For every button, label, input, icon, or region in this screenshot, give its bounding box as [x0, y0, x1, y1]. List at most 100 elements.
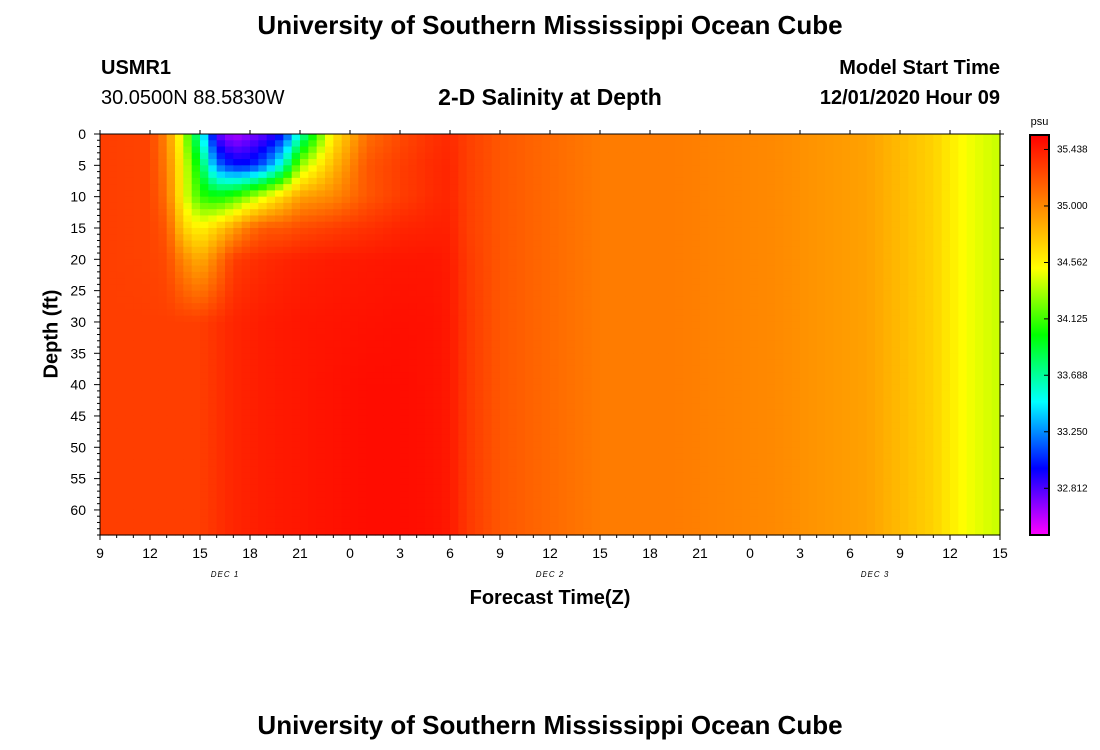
heatmap-cell — [375, 165, 384, 173]
heatmap-cell — [108, 409, 118, 417]
heatmap-cell — [975, 372, 984, 379]
heatmap-cell — [200, 409, 209, 417]
heatmap-cell — [308, 171, 318, 179]
heatmap-cell — [350, 309, 359, 317]
heatmap-cell — [158, 353, 168, 361]
heatmap-cell — [883, 390, 893, 398]
heatmap-cell — [716, 190, 726, 198]
heatmap-cell — [625, 265, 634, 273]
heatmap-cell — [650, 134, 659, 141]
heatmap-cell — [216, 253, 226, 260]
heatmap-cell — [725, 309, 734, 317]
heatmap-cell — [375, 196, 384, 204]
heatmap-cell — [258, 152, 268, 160]
heatmap-cell — [366, 234, 376, 242]
heatmap-cell — [425, 215, 434, 223]
heatmap-cell — [350, 334, 359, 342]
heatmap-cell — [591, 340, 601, 348]
heatmap-cell — [508, 209, 518, 217]
heatmap-cell — [825, 202, 834, 210]
heatmap-cell — [100, 340, 109, 348]
heatmap-cell — [841, 290, 851, 298]
heatmap-cell — [608, 271, 618, 279]
heatmap-cell — [858, 171, 868, 179]
heatmap-cell — [400, 159, 409, 166]
heatmap-cell — [750, 202, 759, 210]
heatmap-cell — [658, 290, 668, 298]
heatmap-cell — [675, 253, 684, 260]
heatmap-cell — [483, 253, 493, 260]
heatmap-cell — [216, 240, 226, 248]
heatmap-cell — [300, 246, 309, 254]
heatmap-cell — [591, 372, 601, 379]
heatmap-cell — [966, 253, 976, 260]
heatmap-cell — [600, 284, 609, 292]
heatmap-cell — [241, 246, 251, 254]
heatmap-cell — [158, 309, 168, 317]
heatmap-cell — [491, 340, 501, 348]
heatmap-cell — [625, 290, 634, 298]
heatmap-cell — [200, 265, 209, 273]
heatmap-cell — [558, 146, 568, 154]
heatmap-cell — [316, 152, 326, 160]
heatmap-cell — [350, 278, 359, 285]
heatmap-cell — [166, 265, 176, 273]
heatmap-cell — [233, 253, 243, 260]
heatmap-cell — [783, 372, 793, 379]
heatmap-cell — [525, 365, 534, 373]
heatmap-cell — [650, 340, 659, 348]
heatmap-cell — [941, 359, 951, 367]
heatmap-cell — [525, 359, 534, 367]
heatmap-cell — [741, 397, 751, 405]
heatmap-cell — [508, 296, 518, 304]
heatmap-cell — [166, 334, 176, 342]
heatmap-cell — [783, 315, 793, 323]
heatmap-cell — [483, 184, 493, 191]
heatmap-cell — [158, 303, 168, 311]
heatmap-cell — [166, 303, 176, 311]
heatmap-cell — [491, 165, 501, 173]
heatmap-cell — [550, 278, 559, 285]
heatmap-cell — [183, 215, 193, 223]
heatmap-cell — [941, 372, 951, 379]
heatmap-cell — [991, 309, 1001, 317]
heatmap-cell — [358, 253, 368, 260]
heatmap-cell — [866, 209, 876, 217]
heatmap-cell — [850, 196, 859, 204]
heatmap-cell — [700, 152, 709, 160]
heatmap-cell — [141, 334, 151, 342]
heatmap-cell — [875, 140, 884, 148]
heatmap-cell — [341, 134, 351, 141]
heatmap-cell — [108, 397, 118, 405]
heatmap-cell — [833, 234, 843, 242]
heatmap-cell — [641, 221, 651, 229]
heatmap-cell — [816, 359, 826, 367]
heatmap-cell — [216, 215, 226, 223]
heatmap-cell — [891, 190, 901, 198]
heatmap-cell — [633, 359, 643, 367]
heatmap-cell — [775, 159, 784, 166]
heatmap-cell — [350, 284, 359, 292]
heatmap-cell — [183, 146, 193, 154]
heatmap-cell — [400, 359, 409, 367]
heatmap-cell — [858, 278, 868, 285]
heatmap-cell — [600, 340, 609, 348]
heatmap-cell — [858, 347, 868, 354]
heatmap-cell — [666, 415, 676, 423]
heatmap-cell — [175, 134, 184, 141]
heatmap-cell — [633, 246, 643, 254]
heatmap-cell — [666, 196, 676, 204]
heatmap-cell — [583, 321, 593, 329]
heatmap-cell — [541, 397, 551, 405]
heatmap-cell — [183, 259, 193, 267]
heatmap-cell — [591, 215, 601, 223]
heatmap-cell — [141, 321, 151, 329]
heatmap-cell — [966, 403, 976, 411]
heatmap-cell — [775, 415, 784, 423]
heatmap-cell — [141, 265, 151, 273]
heatmap-cell — [458, 190, 468, 198]
heatmap-cell — [991, 134, 1001, 141]
heatmap-cell — [316, 146, 326, 154]
heatmap-cell — [925, 321, 934, 329]
heatmap-cell — [666, 378, 676, 386]
